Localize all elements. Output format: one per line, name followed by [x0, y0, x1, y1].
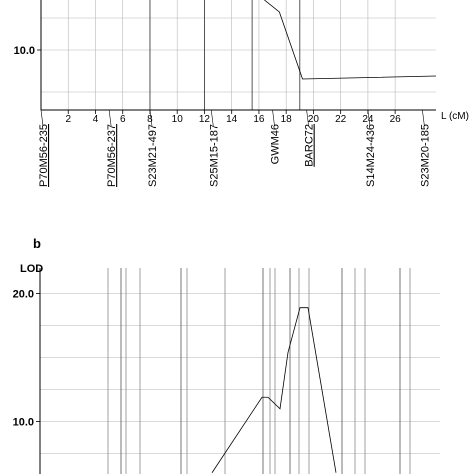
panel-a-x-tick-label: 10 [172, 114, 184, 125]
panel-a-x-tick-label: 20 [308, 114, 320, 125]
panel-b-y-ticks: 10.0 20.0 [13, 289, 40, 429]
panel-a-chart: 2 4 6 8 10 12 14 16 18 20 22 24 26 10.0 L (cM) P70M5… [14, 0, 469, 187]
panel-a-marker-connector [40, 109, 44, 127]
panel-a-marker: BARC72 [304, 124, 316, 167]
panel-b-chart: b LOD 10.0 20.0 [13, 236, 440, 474]
panel-a-marker-connector [367, 109, 371, 127]
panel-a-marker: S23M20-185 [419, 124, 431, 187]
panel-a-marker-label: S25M15-187 [208, 124, 220, 187]
panel-a-marker-label: GWM46 [270, 124, 282, 164]
panel-a-major-lines [149, 0, 301, 110]
panel-a-marker-connector [108, 109, 112, 127]
panel-a-x-tick-label: 24 [362, 114, 374, 125]
panel-a-marker: S23M21-497 [147, 124, 159, 187]
panel-a-marker-connector [306, 109, 309, 127]
panel-a-marker-connector [422, 109, 425, 127]
panel-a-marker-label: S14M24-436 [365, 124, 377, 187]
panel-a-x-tick-label: 2 [65, 114, 71, 125]
panel-a-y-tick-label: 10.0 [14, 45, 35, 57]
panel-a-marker: S25M15-187 [208, 124, 220, 187]
panel-a-marker-connector [149, 109, 153, 127]
panel-a-marker: GWM46 [270, 124, 282, 164]
panel-b-y-tick-label: 20.0 [13, 289, 34, 301]
panel-a-marker-label: S23M21-497 [147, 124, 159, 187]
panel-a-x-tick-label: 16 [253, 114, 265, 125]
panel-a-y-ticks: 10.0 [14, 45, 41, 57]
panel-a-x-tick-label: 26 [390, 114, 402, 125]
panel-a-marker-label: S23M20-185 [419, 124, 431, 187]
panel-b-letter: b [33, 236, 41, 251]
panel-a-marker-connector [210, 109, 214, 127]
panel-a-x-tick-label: 8 [147, 114, 153, 125]
panel-a-x-tick-label: 6 [120, 114, 126, 125]
panel-b-lod-curve [211, 307, 337, 473]
panel-a-lod-curve [264, 0, 437, 80]
panel-b-y-axis-label: LOD [20, 263, 43, 275]
panel-a-marker-label: P70M56-237 [106, 124, 118, 187]
panel-a-x-ticks: 2 4 6 8 10 12 14 16 18 20 22 24 26 [65, 110, 401, 125]
panel-a-horizontal-grid [41, 17, 436, 93]
panel-a-marker: P70M56-237 [106, 124, 118, 187]
panel-a-x-tick-label: 22 [335, 114, 347, 125]
panel-a-x-tick-label: 4 [93, 114, 99, 125]
panel-a-marker: S14M24-436 [365, 124, 377, 187]
panel-b-horizontal-grid [40, 293, 440, 454]
panel-a-x-tick-label: 18 [281, 114, 293, 125]
panel-a-marker: P70M56-235 [38, 124, 50, 187]
panel-a-x-tick-label: 14 [226, 114, 238, 125]
panel-a-marker-label: P70M56-235 [38, 124, 50, 187]
panel-a-x-tick-label: 12 [199, 114, 211, 125]
panel-a-marker-connector [272, 109, 275, 127]
panel-b-vertical-lines [107, 268, 411, 474]
panel-a-marker-labels: P70M56-235 P70M56-237 S23M21-497 S25M15-187… [38, 109, 431, 187]
panel-b-y-tick-label: 10.0 [13, 417, 34, 429]
panel-a-x-axis-label: L (cM) [441, 111, 469, 122]
panel-a-marker-label: BARC72 [304, 124, 316, 167]
panel-a-vertical-grid [67, 0, 396, 110]
